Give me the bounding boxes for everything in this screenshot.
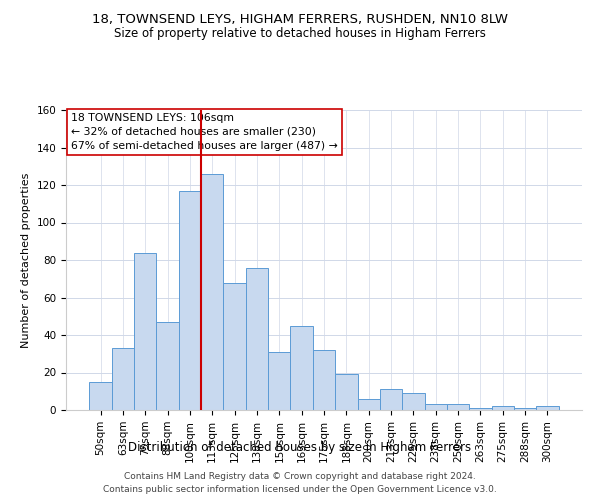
Bar bbox=[514, 408, 536, 410]
Bar bbox=[447, 404, 469, 410]
Bar bbox=[268, 352, 290, 410]
Bar bbox=[313, 350, 335, 410]
Bar bbox=[402, 393, 425, 410]
Bar bbox=[469, 408, 491, 410]
Bar bbox=[380, 390, 402, 410]
Text: Distribution of detached houses by size in Higham Ferrers: Distribution of detached houses by size … bbox=[128, 441, 472, 454]
Bar bbox=[425, 404, 447, 410]
Bar bbox=[89, 382, 112, 410]
Bar bbox=[246, 268, 268, 410]
Bar bbox=[536, 406, 559, 410]
Text: Contains public sector information licensed under the Open Government Licence v3: Contains public sector information licen… bbox=[103, 485, 497, 494]
Bar bbox=[201, 174, 223, 410]
Bar bbox=[290, 326, 313, 410]
Bar bbox=[112, 348, 134, 410]
Bar bbox=[179, 190, 201, 410]
Text: Contains HM Land Registry data © Crown copyright and database right 2024.: Contains HM Land Registry data © Crown c… bbox=[124, 472, 476, 481]
Bar bbox=[491, 406, 514, 410]
Bar bbox=[134, 252, 157, 410]
Bar bbox=[157, 322, 179, 410]
Bar bbox=[335, 374, 358, 410]
Y-axis label: Number of detached properties: Number of detached properties bbox=[21, 172, 31, 348]
Text: 18, TOWNSEND LEYS, HIGHAM FERRERS, RUSHDEN, NN10 8LW: 18, TOWNSEND LEYS, HIGHAM FERRERS, RUSHD… bbox=[92, 12, 508, 26]
Bar bbox=[358, 399, 380, 410]
Text: 18 TOWNSEND LEYS: 106sqm
← 32% of detached houses are smaller (230)
67% of semi-: 18 TOWNSEND LEYS: 106sqm ← 32% of detach… bbox=[71, 113, 338, 151]
Bar bbox=[223, 282, 246, 410]
Text: Size of property relative to detached houses in Higham Ferrers: Size of property relative to detached ho… bbox=[114, 28, 486, 40]
